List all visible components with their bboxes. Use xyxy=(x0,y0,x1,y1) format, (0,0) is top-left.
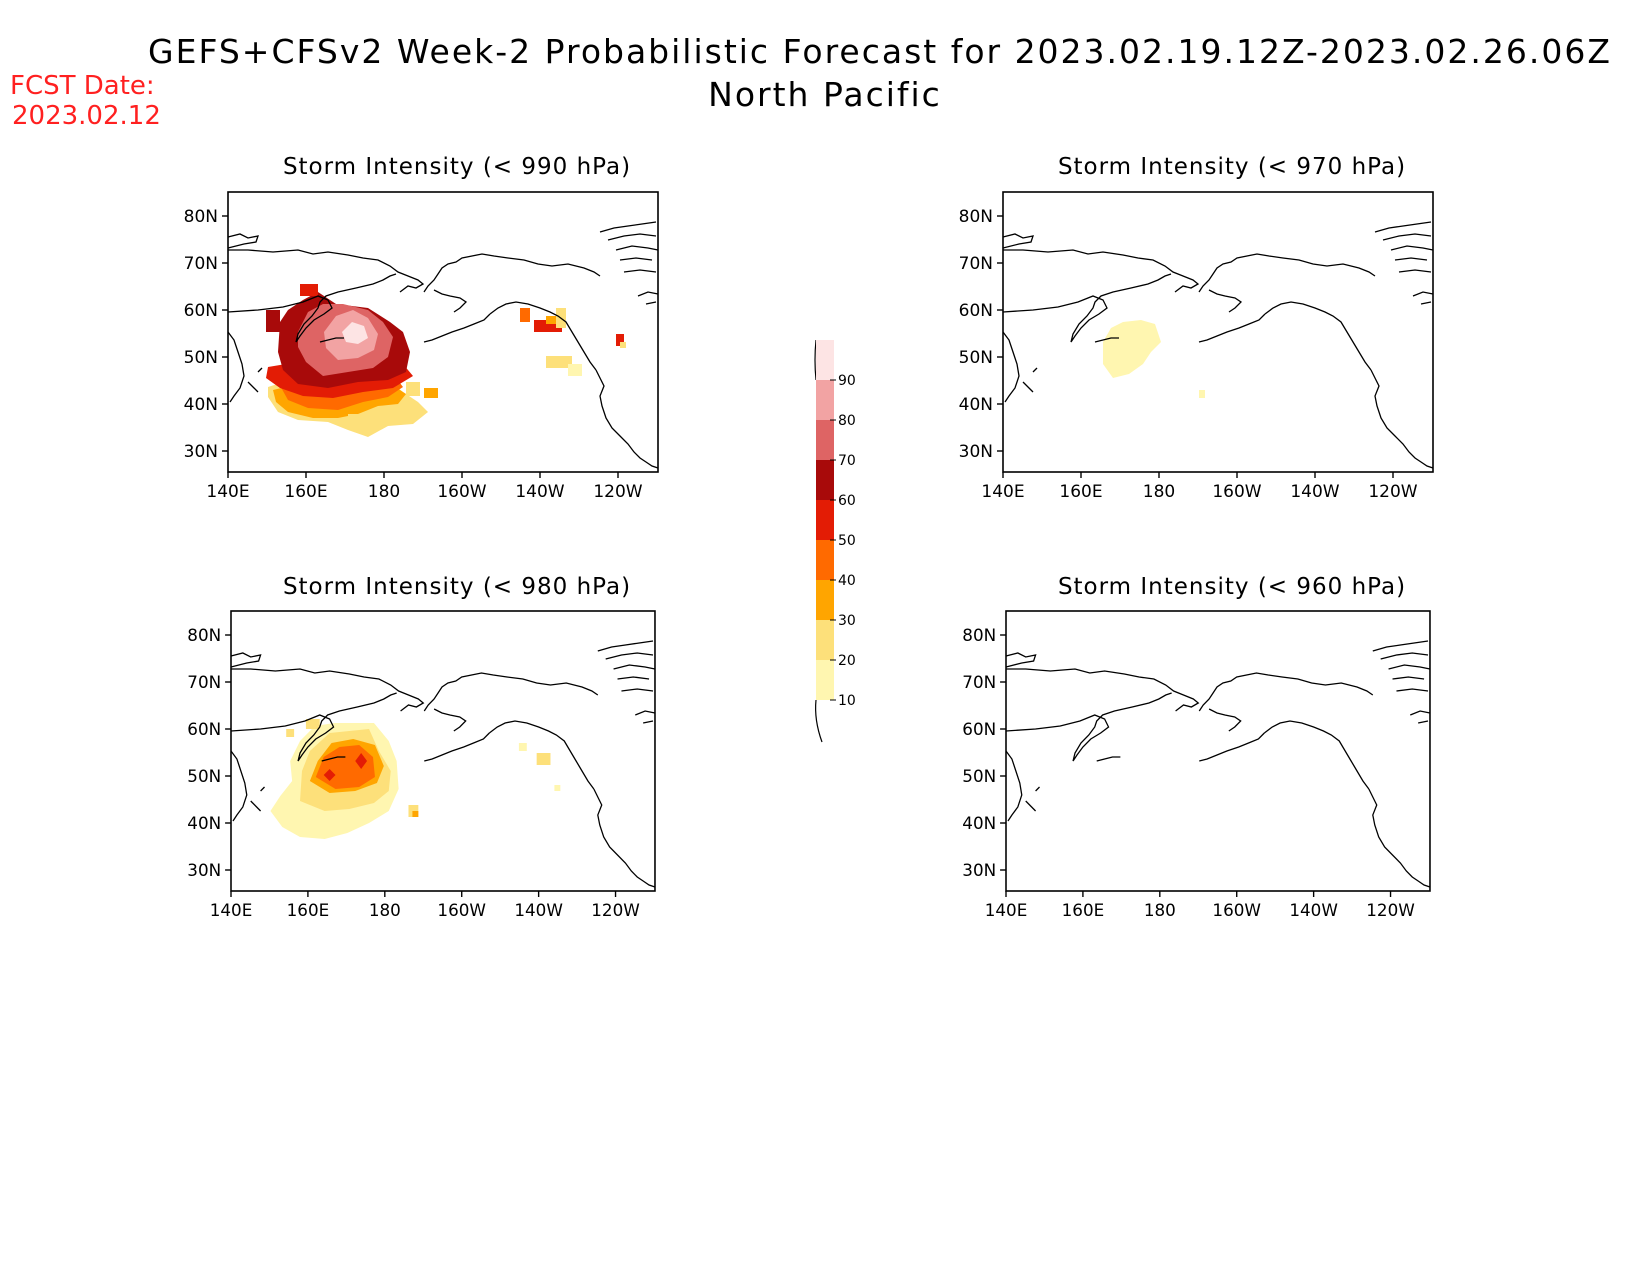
lat-tick-50n: 50N xyxy=(962,766,996,786)
lon-tick-160e: 160E xyxy=(1059,482,1102,502)
colorbar-swatch-10 xyxy=(816,660,834,700)
lon-tick-140e: 140E xyxy=(206,482,249,502)
prob-field-980 xyxy=(270,719,561,839)
panel-title-990: Storm Intensity (< 990 hPa) xyxy=(283,154,631,180)
prob-field-970 xyxy=(1103,320,1205,398)
colorbar-bottom-cap xyxy=(815,699,823,743)
lat-tick-60n: 60N xyxy=(959,301,993,321)
colorbar-swatch-80 xyxy=(816,380,834,420)
lon-tick-140e: 140E xyxy=(981,482,1024,502)
lon-tick-180: 180 xyxy=(369,900,401,920)
colorbar-label-50: 50 xyxy=(838,533,856,549)
colorbar-label-70: 70 xyxy=(838,453,856,469)
colorbar-swatch-50 xyxy=(816,500,834,540)
lon-tick-120w: 120W xyxy=(1366,900,1415,920)
lon-tick-140w: 140W xyxy=(1290,482,1339,502)
figure-title: GEFS+CFSv2 Week-2 Probabilistic Forecast… xyxy=(148,32,1612,71)
lon-tick-160e: 160E xyxy=(287,900,330,920)
lat-tick-80n: 80N xyxy=(959,207,993,227)
lon-tick-140w: 140W xyxy=(1289,900,1338,920)
lon-tick-160w: 160W xyxy=(1212,900,1261,920)
colorbar-swatch-40 xyxy=(816,540,834,580)
region-title: North Pacific xyxy=(708,75,942,114)
colorbar-swatch-30 xyxy=(816,580,834,620)
map-960: 80N 70N 60N 50N 40N 30N 140E 160E 180 16… xyxy=(962,610,1431,920)
colorbar-label-60: 60 xyxy=(838,493,856,509)
lat-tick-80n: 80N xyxy=(962,625,996,645)
colorbar-swatch-20 xyxy=(816,620,834,660)
colorbar-swatch-60 xyxy=(816,460,834,500)
lat-tick-40n: 40N xyxy=(962,813,996,833)
lat-tick-40n: 40N xyxy=(184,395,218,415)
lat-tick-50n: 50N xyxy=(187,766,221,786)
lon-tick-120w: 120W xyxy=(593,482,642,502)
lon-tick-160w: 160W xyxy=(437,900,486,920)
lon-tick-160w: 160W xyxy=(437,482,486,502)
lat-tick-30n: 30N xyxy=(184,442,218,462)
lat-tick-50n: 50N xyxy=(959,348,993,368)
colorbar: 90 80 70 60 50 40 30 20 10 xyxy=(814,339,856,743)
lat-tick-70n: 70N xyxy=(962,672,996,692)
panel-990: Storm Intensity (< 990 hPa) xyxy=(184,154,659,502)
lat-tick-30n: 30N xyxy=(959,442,993,462)
colorbar-label-20: 20 xyxy=(838,653,856,669)
colorbar-label-10: 10 xyxy=(838,693,856,709)
lat-tick-50n: 50N xyxy=(184,348,218,368)
lat-tick-30n: 30N xyxy=(187,860,221,880)
panel-970: Storm Intensity (< 970 hPa) 80N 70N 60N … xyxy=(959,154,1434,502)
colorbar-label-80: 80 xyxy=(838,413,856,429)
panel-960: Storm Intensity (< 960 hPa) 80N 70N 60N … xyxy=(962,574,1431,920)
lat-tick-70n: 70N xyxy=(187,672,221,692)
lon-tick-180: 180 xyxy=(1143,482,1175,502)
panel-title-980: Storm Intensity (< 980 hPa) xyxy=(283,574,631,600)
colorbar-label-30: 30 xyxy=(838,613,856,629)
map-970: 80N 70N 60N 50N 40N 30N 140E 160E 180 16… xyxy=(959,191,1434,502)
lat-tick-60n: 60N xyxy=(184,301,218,321)
lon-tick-120w: 120W xyxy=(1368,482,1417,502)
lat-tick-80n: 80N xyxy=(187,625,221,645)
lon-tick-140e: 140E xyxy=(985,900,1028,920)
prob-field-990 xyxy=(266,284,626,437)
colorbar-label-40: 40 xyxy=(838,573,856,589)
lon-tick-160e: 160E xyxy=(1062,900,1105,920)
lon-tick-180: 180 xyxy=(368,482,400,502)
lat-tick-60n: 60N xyxy=(962,719,996,739)
map-980: 80N 70N 60N 50N 40N 30N 140E 160E 180 16… xyxy=(187,610,656,920)
colorbar-label-90: 90 xyxy=(838,373,856,389)
fcst-date-label: FCST Date: xyxy=(10,71,155,101)
lon-tick-140w: 140W xyxy=(515,482,564,502)
fcst-date-value: 2023.02.12 xyxy=(12,101,161,131)
lat-tick-40n: 40N xyxy=(959,395,993,415)
lat-tick-80n: 80N xyxy=(184,207,218,227)
panel-980: Storm Intensity (< 980 hPa) 80N 70N xyxy=(187,574,656,920)
lat-tick-70n: 70N xyxy=(184,254,218,274)
lat-tick-60n: 60N xyxy=(187,719,221,739)
lat-tick-40n: 40N xyxy=(187,813,221,833)
lat-tick-30n: 30N xyxy=(962,860,996,880)
colorbar-top-cap xyxy=(814,339,817,381)
lon-tick-140e: 140E xyxy=(210,900,253,920)
lon-tick-140w: 140W xyxy=(514,900,563,920)
lon-tick-160w: 160W xyxy=(1212,482,1261,502)
lat-tick-70n: 70N xyxy=(959,254,993,274)
lon-tick-160e: 160E xyxy=(284,482,327,502)
map-990: 80N 70N 60N 50N 40N 30N 140E 160E 180 16… xyxy=(184,191,659,502)
panel-title-960: Storm Intensity (< 960 hPa) xyxy=(1058,574,1406,600)
colorbar-swatch-90 xyxy=(816,340,834,380)
lon-tick-180: 180 xyxy=(1144,900,1176,920)
lon-tick-120w: 120W xyxy=(591,900,640,920)
colorbar-swatch-70 xyxy=(816,420,834,460)
panel-title-970: Storm Intensity (< 970 hPa) xyxy=(1058,154,1406,180)
